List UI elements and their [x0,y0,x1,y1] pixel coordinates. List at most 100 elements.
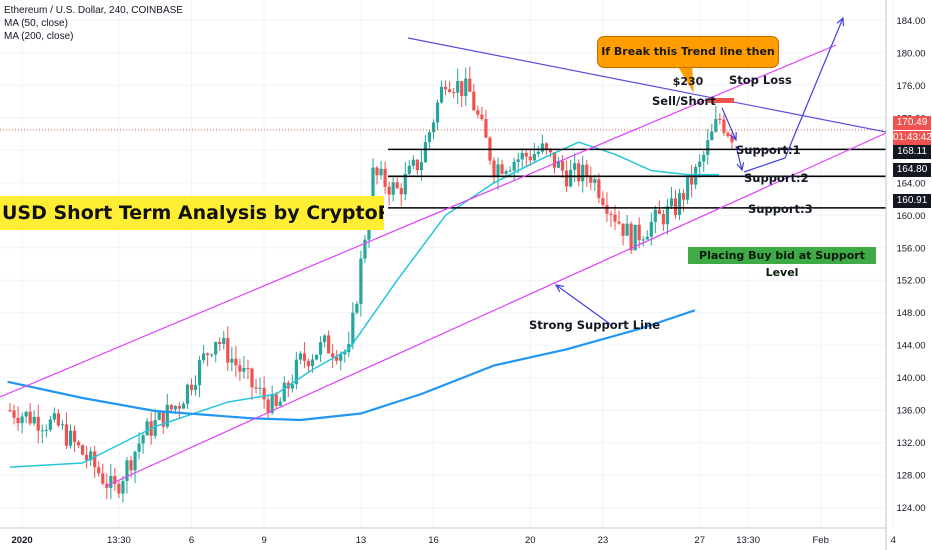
candle-body [710,131,714,141]
channel-lower-line [105,132,887,487]
candle-body [246,368,250,370]
candle-body [189,384,194,390]
candle-body [419,162,423,171]
candle-body [230,358,234,363]
y-tick-label: 140.00 [896,373,925,384]
candle-body [36,416,40,431]
x-tick-label: 6 [189,535,194,546]
ma200-legend[interactable]: MA (200, close) [4,31,74,42]
candle-body [242,368,246,372]
x-tick-label: 4 [891,535,896,546]
current-price-tag: 170.49 [893,116,931,130]
candle-body [117,483,121,494]
candle-body [274,394,278,406]
candle-body [448,89,452,92]
candle-body [456,81,460,93]
candle-body [157,412,161,420]
candle-body [661,213,665,225]
candle-body [544,143,549,149]
candle-body [40,430,44,432]
candle-body [294,359,298,385]
candle-body [581,164,585,182]
candle-body [141,435,145,444]
candle-body [363,239,367,259]
ma50-line [9,141,720,468]
candle-body [444,86,448,90]
candle-body [331,353,335,358]
y-tick-label: 156.00 [896,243,925,254]
candle-body [101,473,105,484]
candle-body [524,152,528,157]
candle-body [339,354,343,361]
candle-body [528,156,532,161]
y-tick-label: 152.00 [896,276,925,287]
candle-body [492,160,496,178]
support-3-price-tag: 160.91 [893,194,931,208]
candle-body [129,460,133,471]
candle-body [234,358,238,366]
candle-body [44,429,48,431]
y-tick-label: 144.00 [896,341,925,352]
candle-body [351,312,355,344]
candle-body [28,411,32,424]
y-tick-label: 128.00 [896,471,925,482]
candle-body [173,405,177,410]
candle-body [403,173,407,195]
candle-body [464,78,468,97]
chart-legend: Ethereum / U.S. Dollar, 240, COINBASE MA… [4,4,183,43]
candle-body [601,198,605,205]
candle-body [290,384,294,389]
candle-body [484,119,488,138]
candle-body [625,223,629,236]
candle-body [218,341,222,344]
candlestick-series [8,66,734,503]
candle-body [496,164,500,178]
x-tick-label: 13:30 [107,535,131,546]
candle-body [556,161,561,168]
candle-body [145,421,149,436]
candle-body [52,413,56,420]
ma50-legend[interactable]: MA (50, close) [4,18,68,29]
candle-body [726,132,730,136]
y-tick-label: 164.00 [896,178,925,189]
candle-body [552,152,557,168]
candle-body [472,91,476,111]
y-tick-label: 180.00 [896,48,925,59]
x-tick-label: 20 [525,535,536,546]
y-tick-label: 132.00 [896,438,925,449]
candle-body [597,179,601,199]
candle-body [109,475,113,488]
arrow-support [555,284,611,325]
y-tick-label: 148.00 [896,308,925,319]
candle-body [282,382,286,402]
candle-body [81,445,85,455]
support-1-label: Support:1 [736,143,801,157]
candle-body [512,161,516,171]
stop-loss-label: Stop Loss [729,73,792,87]
candle-body [359,258,363,304]
candle-body [516,159,520,162]
candle-body [609,213,613,215]
candle-body [133,451,137,471]
support-2-price-tag: 164.80 [893,163,931,177]
candle-body [613,214,617,222]
candle-body [407,165,411,174]
candle-body [266,399,270,414]
candle-body [730,135,734,143]
stop-loss-zone [708,98,734,103]
candle-body [577,163,581,182]
candle-body [411,159,415,166]
candle-body [64,424,69,446]
candle-body [262,387,266,400]
candle-body [649,221,653,237]
candle-body [323,335,327,343]
candle-body [302,353,307,361]
candle-body [93,451,97,468]
candle-body [16,417,20,424]
arrow-up-target [743,17,844,173]
candle-body [415,159,419,171]
arrow-up-target-head [836,16,844,27]
candle-body [718,118,722,120]
candle-body [460,81,464,97]
